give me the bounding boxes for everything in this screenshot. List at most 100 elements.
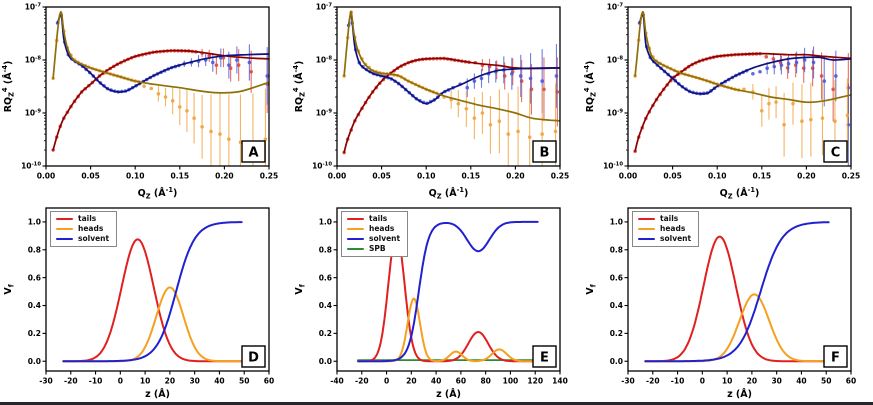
x-tick-label: 0.00 [37,172,56,181]
legend-item-solvent: solvent [638,234,691,244]
legend-label: SPB [369,244,386,253]
panel-C: 0.00 0.05 0.10 0.15 0.20 0.25 10-10 10-9 10-8 10-… [582,0,873,201]
series-solvent [62,221,243,363]
series-tails [644,235,830,363]
x-tick-label: 60 [846,377,856,386]
x-tick-label: 80 [480,377,490,386]
x-axis-label: QZ (Å-1) [138,186,178,200]
y-tick-label: 0.6 [610,273,623,282]
y-tick-label: 10-8 [25,55,42,64]
y-tick-label: 0.8 [319,245,332,254]
legend-label: heads [369,224,395,233]
y-axis-label: Vf [585,284,597,294]
legend-label: solvent [78,234,110,243]
panel-letter: C [831,146,841,161]
y-axis: 10-10 10-9 10-8 10-7 [603,2,628,171]
plot-frame [336,6,561,167]
x-axis-label: QZ (Å-1) [429,186,469,200]
y-tick-label: 10-7 [607,2,624,11]
legend-item-heads: heads [638,224,691,234]
x-tick-label: 0.00 [619,172,638,181]
x-tick-label: 140 [552,377,568,386]
y-tick-label: 0.8 [28,245,41,254]
legend-label: solvent [660,234,692,243]
y-tick-label: 10-9 [607,108,624,117]
series-gold-data [51,13,268,166]
y-axis-label: RQZ4 (Å-4) [1,61,15,113]
x-tick-label: -10 [89,377,103,386]
legend-swatch-tails [347,217,364,221]
panel-F: -30 -20 -10 0 10 20 30 40 50 60 0.0 0.2 0.4 0.6 0.8 1.0… [582,201,873,402]
x-axis: -30 -20 -10 0 10 20 30 40 50 60 [39,371,274,386]
series-gold-fit [343,10,560,122]
x-tick-label: 30 [189,377,199,386]
x-tick-label: 20 [406,377,416,386]
plot-frame [336,207,561,372]
plot-frame [45,207,270,372]
series-area [51,11,269,166]
series-area [644,221,830,363]
x-tick-label: 0.20 [797,172,816,181]
panel-A: 0.00 0.05 0.10 0.15 0.20 0.25 10-10 10-9 10-8 10-… [0,0,291,201]
legend-swatch-heads [638,227,655,231]
y-tick-label: 0.4 [610,301,623,310]
x-axis: -30 -20 -10 0 10 20 30 40 50 60 [621,371,856,386]
legend-item-tails: tails [56,214,109,224]
y-axis-label: RQZ4 (Å-4) [583,61,597,113]
x-tick-label: 0.20 [215,172,234,181]
series-gold-data [633,13,850,163]
legend: tails heads solvent SPB [341,211,409,257]
panel-letter-box [532,345,557,368]
legend-swatch-heads [56,227,73,231]
legend-swatch-solvent [56,237,73,241]
y-tick-label: 0.0 [610,357,623,366]
y-tick-label: 0.4 [28,301,41,310]
panel-letter: F [831,351,840,366]
y-tick-label: 10-7 [25,2,42,11]
panel-letter: A [248,146,258,161]
y-tick-label: 1.0 [28,218,41,227]
panel-E: -40 -20 0 20 40 60 80 100 120 140 0.0 0.2 0.4 0.6 0.8 1… [291,201,582,402]
x-tick-label: 40 [214,377,224,386]
y-axis: 0.0 0.2 0.4 0.6 0.8 1.0 [610,218,628,366]
panel-D: -30 -20 -10 0 10 20 30 40 50 60 0.0 0.2 0.4 0.6 0.8 1.0… [0,201,291,402]
series-blue-fit [56,13,269,93]
y-axis-label: Vf [294,284,306,294]
series-red-fit [634,52,851,153]
x-tick-label: 10 [140,377,150,386]
x-tick-label: 0.00 [328,172,347,181]
x-tick-label: 0.25 [551,172,570,181]
x-tick-label: 0.05 [663,172,682,181]
legend-item-heads: heads [347,224,400,234]
x-axis: 0.00 0.05 0.10 0.15 0.20 0.25 [619,166,861,181]
x-axis: 0.00 0.05 0.10 0.15 0.20 0.25 [37,166,278,181]
x-tick-label: 120 [527,377,543,386]
series-red-fit [52,49,269,151]
y-tick-label: 10-10 [312,161,332,170]
y-axis: 10-10 10-9 10-8 10-7 [21,2,46,171]
x-tick-label: 20 [165,377,175,386]
x-axis: -40 -20 0 20 40 60 80 100 120 140 [330,371,568,386]
legend-swatch-tails [638,217,655,221]
x-tick-label: 0.10 [126,172,145,181]
x-tick-label: 0.25 [842,172,861,181]
legend-swatch-heads [347,227,364,231]
y-tick-label: 10-8 [607,55,624,64]
x-tick-label: 0.15 [753,172,772,181]
x-tick-label: 60 [456,377,466,386]
panel-letter-box [241,140,266,163]
series-solvent [644,221,830,363]
x-tick-label: 0 [700,377,705,386]
legend-label: tails [369,214,388,223]
legend-item-spb: SPB [347,244,400,254]
series-area [633,10,851,166]
chart-B-svg: 0.00 0.05 0.10 0.15 0.20 0.2510-1010-910-810-… [292,2,570,200]
x-tick-label: 0 [118,377,123,386]
panel-letter-box [532,140,557,163]
x-tick-label: 30 [771,377,781,386]
x-axis-label: z (Å) [727,389,752,400]
bottom-border-bar [0,402,873,405]
x-axis-label: z (Å) [145,389,170,400]
